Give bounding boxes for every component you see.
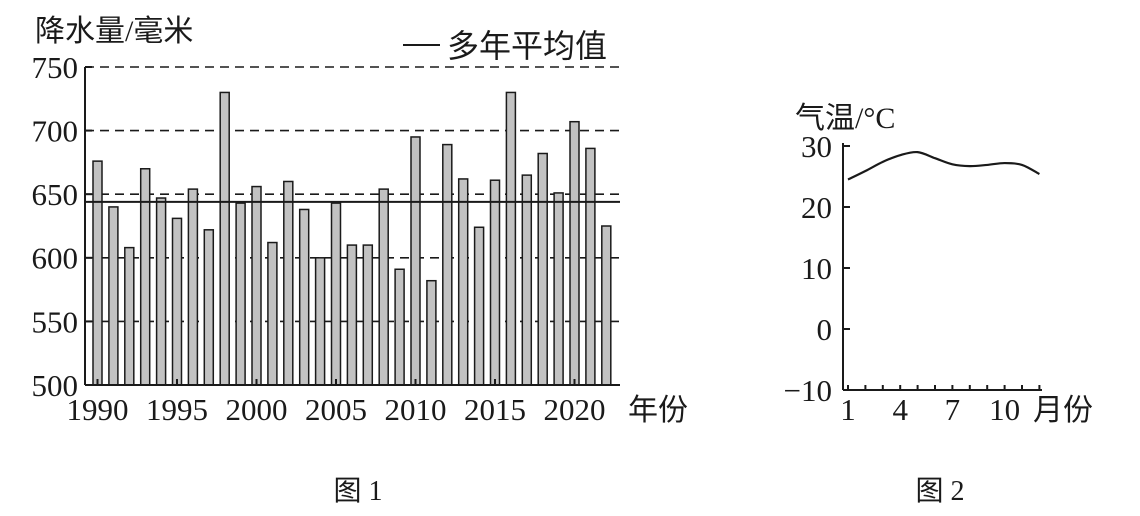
fig1-y-tick-label-600: 600 [32,241,79,276]
bar-2013 [457,178,469,386]
fig2-x-tick-label-10: 10 [989,392,1020,427]
fig2-x-tick-label-1: 1 [840,392,856,427]
bar-1997 [203,229,215,386]
fig1-y-tick-label-750: 750 [32,50,79,85]
bar-2004 [314,257,326,386]
fig2-x-axis-title: 月份 [1033,394,1093,427]
fig1-y-tick-label-650: 650 [32,177,79,212]
fig2-y-tick-label-0: 0 [817,312,833,347]
legend-label: 多年平均值 [447,28,607,64]
bar-1995 [171,217,183,386]
bar-2012 [442,143,453,386]
fig2-y-tick-label--10: −10 [784,373,832,408]
fig1-caption: 图 1 [333,476,382,507]
bar-2001 [267,241,278,386]
bar-2017 [521,174,533,386]
fig1-y-tick-label-700: 700 [32,113,79,148]
bar-2008 [378,188,389,386]
bar-2015 [489,179,501,386]
bar-2021 [585,147,596,386]
bar-1999 [235,202,246,386]
temperature-curve [847,150,1040,181]
fig1-x-axis-title: 年份 [628,394,688,427]
fig1-y-axis-title: 降水量/毫米 [35,15,193,48]
bar-1991 [108,206,119,386]
bar-2002 [283,180,294,386]
fig1-x-tick-label-2000: 2000 [226,392,288,427]
fig2-y-tick-label-20: 20 [801,190,832,225]
fig1-x-tick-label-1990: 1990 [67,392,129,427]
bar-2016 [505,91,517,386]
fig1-y-tick-label-550: 550 [32,304,79,339]
bar-1998 [219,91,230,386]
fig1-y-tick-label-500: 500 [32,368,79,403]
bar-2014 [473,226,485,386]
fig1-x-tick-label-1995: 1995 [146,392,208,427]
bar-2010 [410,136,421,386]
fig2-x-tick-label-7: 7 [945,392,961,427]
bar-1992 [124,246,135,386]
bar-1990 [92,160,103,386]
bar-1996 [187,188,199,386]
bar-2019 [553,192,564,386]
temperature-line-chart: 气温/°C −10 0 10 20 30 1 4 7 10 月份 图 2 [784,102,1093,507]
fig2-y-tick-label-30: 30 [801,129,832,164]
bar-1994 [155,197,167,386]
bar-2018 [537,152,548,386]
bar-2022 [601,225,612,386]
bar-2005 [330,202,342,386]
bar-2000 [251,185,262,386]
fig1-x-tick-label-2005: 2005 [305,392,367,427]
fig2-plot-area: −10 0 10 20 30 1 4 7 10 [784,129,1042,427]
bar-2009 [394,268,405,386]
bar-2003 [298,208,310,386]
fig1-plot-area: 500 550 600 650 700 750 1990 1995 2000 2005 2010 20… [32,50,620,427]
fig2-y-axis-title: 气温/°C [795,102,895,135]
fig2-x-tick-label-4: 4 [892,392,908,427]
precipitation-bar-chart: 降水量/毫米 多年平均值 500 550 600 650 700 750 1990 1995 2… [32,15,689,507]
fig1-x-tick-label-2010: 2010 [385,392,447,427]
bar-2011 [426,279,437,386]
fig1-x-tick-label-2020: 2020 [544,392,606,427]
fig1-x-tick-label-2015: 2015 [464,392,526,427]
bar-2020 [569,120,580,386]
fig2-caption: 图 2 [915,476,964,507]
bar-2006 [346,244,358,386]
fig2-y-tick-label-10: 10 [801,251,832,286]
bar-2007 [362,244,374,386]
